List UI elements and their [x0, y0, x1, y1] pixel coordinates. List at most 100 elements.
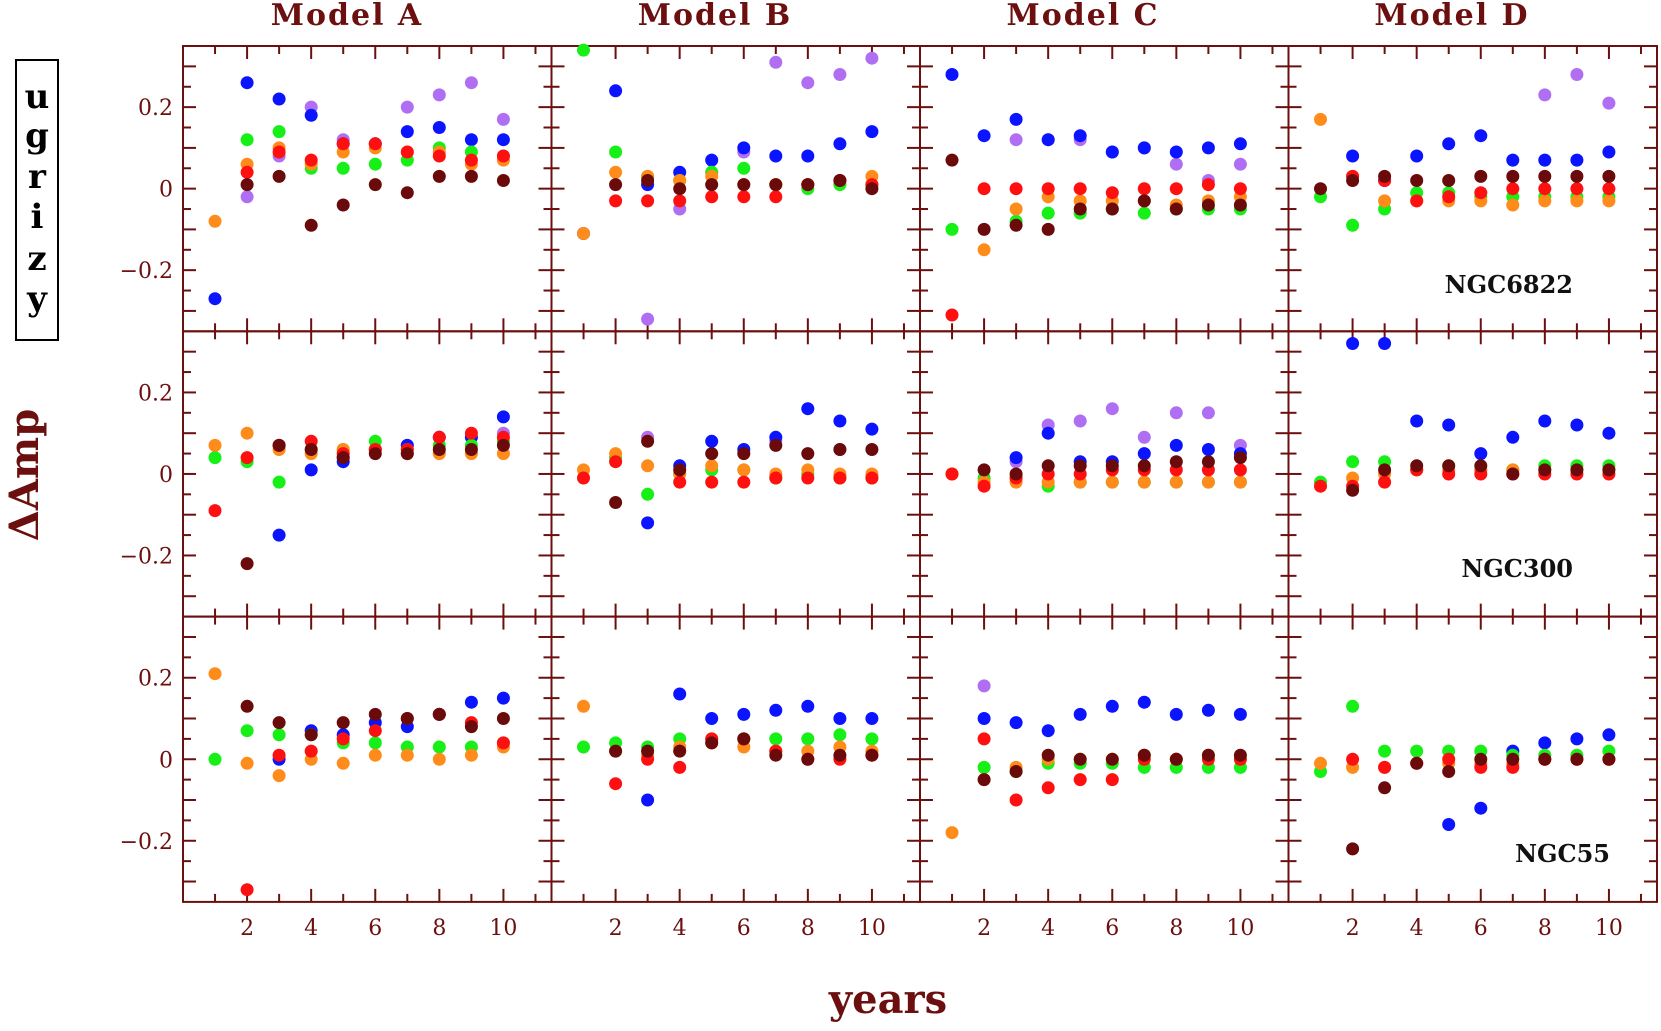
data-point-g: [1602, 426, 1616, 440]
panel-r0-c0: −0.2 0 0.2: [120, 45, 553, 333]
data-point-g: [496, 410, 510, 424]
data-point-i: [400, 748, 414, 762]
x-tick-label: 6: [1105, 916, 1119, 941]
panel-r1-c1: [550, 330, 921, 618]
data-point-z: [272, 145, 286, 159]
data-point-y: [977, 773, 991, 787]
data-point-i: [1378, 194, 1392, 208]
legend-g: g: [25, 116, 49, 156]
data-point-r: [336, 161, 350, 175]
data-point-y: [400, 447, 414, 461]
data-point-y: [432, 169, 446, 183]
panel-r1-c2: [919, 330, 1290, 618]
panel-r1-c3: [1287, 330, 1658, 618]
data-point-g: [1201, 141, 1215, 155]
data-point-y: [1346, 483, 1360, 497]
data-point-z: [496, 736, 510, 750]
data-point-y: [1410, 756, 1424, 770]
data-point-g: [1233, 137, 1247, 151]
data-point-z: [801, 471, 815, 485]
data-point-g: [1474, 129, 1488, 143]
data-point-y: [1602, 463, 1616, 477]
data-point-y: [833, 748, 847, 762]
panel-r2-c3: 2 4 6 8 10: [1287, 615, 1658, 941]
data-point-g: [1137, 447, 1151, 461]
data-point-y: [496, 174, 510, 187]
data-point-g: [1201, 443, 1215, 456]
data-point-r: [368, 736, 382, 750]
data-point-g: [1602, 145, 1616, 159]
data-point-r: [1410, 744, 1424, 758]
data-point-g: [1169, 145, 1183, 159]
data-point-g: [1041, 724, 1055, 738]
data-point-y: [304, 218, 318, 232]
data-point-y: [304, 443, 318, 456]
data-point-r: [641, 487, 655, 501]
x-tick-label: 4: [304, 916, 318, 941]
data-point-g: [801, 149, 815, 163]
data-point-z: [1169, 182, 1183, 196]
data-point-u: [833, 68, 847, 81]
data-point-r: [208, 752, 222, 766]
data-point-y: [1201, 198, 1215, 212]
data-point-y: [272, 438, 286, 452]
data-point-z: [368, 137, 382, 151]
data-point-y: [496, 712, 510, 725]
x-tick-label: 2: [1346, 916, 1360, 941]
legend-r: r: [28, 157, 47, 197]
data-point-g: [865, 422, 879, 436]
legend-y: y: [26, 279, 48, 319]
panel-r2-c2: 2 4 6 8 10: [919, 615, 1290, 941]
data-point-g: [1041, 133, 1055, 147]
x-tick-label: 6: [1474, 916, 1488, 941]
data-point-r: [737, 161, 751, 175]
data-point-r: [769, 732, 783, 746]
data-point-i: [609, 165, 623, 179]
data-point-r: [865, 732, 879, 746]
data-point-g: [1105, 145, 1119, 159]
data-point-u: [1570, 68, 1584, 81]
data-point-z: [1201, 178, 1215, 192]
data-point-z: [865, 471, 879, 485]
data-point-z: [1474, 186, 1488, 200]
x-tick-label: 2: [240, 916, 254, 941]
data-point-y: [1009, 765, 1023, 778]
data-point-z: [977, 732, 991, 746]
data-point-y: [865, 182, 879, 196]
data-point-r: [945, 222, 959, 236]
data-point-i: [240, 756, 254, 770]
data-point-y: [1233, 748, 1247, 762]
data-point-y: [705, 447, 719, 461]
data-point-y: [1602, 169, 1616, 183]
data-point-z: [945, 308, 959, 322]
data-point-y: [1570, 752, 1584, 766]
data-point-g: [833, 137, 847, 151]
data-point-g: [641, 516, 655, 530]
panel-frame: [919, 615, 1290, 903]
data-point-u: [432, 88, 446, 102]
data-point-y: [801, 447, 815, 461]
data-point-y: [801, 178, 815, 192]
data-point-y: [1073, 459, 1087, 473]
data-point-y: [336, 198, 350, 212]
data-point-g: [464, 695, 478, 709]
data-point-g: [865, 125, 879, 139]
legend-i: i: [31, 197, 44, 237]
x-tick-label: 6: [368, 916, 382, 941]
data-point-g: [1041, 426, 1055, 440]
data-point-z: [705, 190, 719, 204]
data-point-y: [1137, 459, 1151, 473]
data-point-y: [945, 153, 959, 167]
data-point-y: [1570, 463, 1584, 477]
x-tick-label: 8: [801, 916, 815, 941]
x-tick-label: 10: [858, 916, 886, 941]
data-point-y: [609, 744, 623, 758]
y-tick-label: −0.2: [120, 830, 173, 855]
data-point-y: [1105, 202, 1119, 216]
data-point-r: [577, 740, 590, 754]
data-point-z: [1602, 182, 1616, 196]
data-point-y: [464, 443, 478, 456]
data-point-y: [496, 438, 510, 452]
data-point-u: [865, 51, 879, 65]
x-tick-label: 10: [1595, 916, 1623, 941]
